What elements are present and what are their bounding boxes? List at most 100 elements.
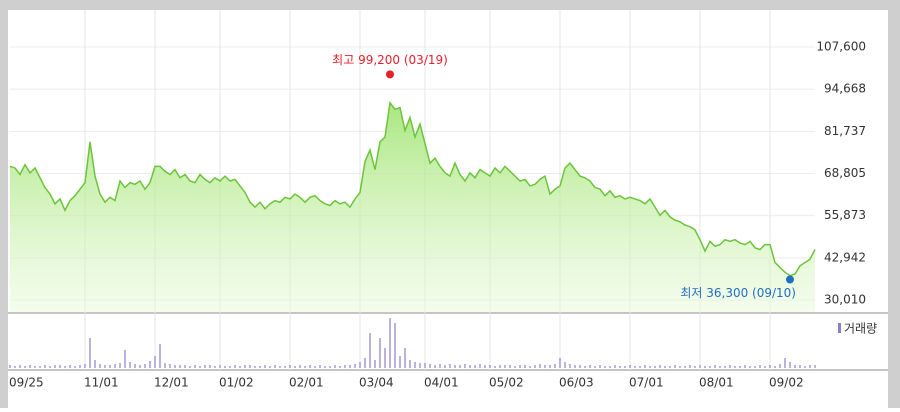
volume-bar xyxy=(334,365,336,368)
volume-bar xyxy=(339,366,341,368)
volume-bar xyxy=(154,356,156,368)
volume-bar xyxy=(624,366,626,368)
volume-bar xyxy=(544,365,546,368)
volume-bar xyxy=(84,364,86,368)
volume-bar xyxy=(499,365,501,368)
volume-bar xyxy=(759,365,761,368)
volume-bar xyxy=(664,366,666,368)
volume-bar xyxy=(79,365,81,368)
volume-bar xyxy=(234,365,236,368)
volume-bar xyxy=(414,362,416,368)
volume-bar xyxy=(224,366,226,368)
y-tick-label: 81,737 xyxy=(824,124,866,138)
volume-bar xyxy=(434,365,436,368)
volume-bar xyxy=(104,365,106,368)
annotation-dot xyxy=(786,275,794,284)
volume-bar xyxy=(479,364,481,368)
volume-bar xyxy=(694,366,696,368)
volume-bar xyxy=(89,338,91,368)
volume-bar xyxy=(264,365,266,368)
volume-bar xyxy=(579,365,581,368)
volume-bar xyxy=(199,366,201,368)
volume-bar xyxy=(529,366,531,368)
volume-bar xyxy=(69,365,71,368)
y-tick-label: 107,600 xyxy=(816,40,866,54)
volume-bar xyxy=(169,364,171,368)
volume-bar xyxy=(749,366,751,368)
volume-bar xyxy=(714,365,716,368)
volume-bar xyxy=(239,366,241,368)
volume-bar xyxy=(614,365,616,368)
volume-bar xyxy=(129,362,131,368)
volume-bar xyxy=(574,365,576,368)
volume-bar xyxy=(159,344,161,368)
volume-bar xyxy=(294,366,296,368)
annotation-dot xyxy=(386,70,394,79)
x-tick-label: 09/25 xyxy=(9,376,44,390)
legend-label: 거래량 xyxy=(844,322,877,336)
y-tick-label: 30,010 xyxy=(824,293,866,307)
volume-bar xyxy=(609,366,611,368)
volume-bar xyxy=(554,364,556,368)
x-tick-label: 05/02 xyxy=(489,376,524,390)
volume-bar xyxy=(74,366,76,368)
volume-bar xyxy=(684,366,686,368)
volume-bar xyxy=(409,360,411,368)
volume-bar xyxy=(539,364,541,368)
volume-bar xyxy=(789,362,791,368)
x-tick-label: 06/03 xyxy=(559,376,594,390)
volume-bar xyxy=(729,365,731,368)
volume-bar xyxy=(514,366,516,368)
volume-bar xyxy=(449,364,451,368)
volume-bar xyxy=(219,365,221,368)
volume-bar xyxy=(244,365,246,368)
volume-bar xyxy=(164,363,166,368)
volume-bar xyxy=(799,365,801,368)
x-tick-label: 07/01 xyxy=(629,376,664,390)
volume-bar xyxy=(564,362,566,368)
legend-swatch xyxy=(838,323,841,333)
volume-bar xyxy=(19,365,21,368)
volume-bar xyxy=(94,360,96,368)
volume-bar xyxy=(654,366,656,368)
volume-bar xyxy=(144,364,146,368)
volume-bar xyxy=(394,323,396,368)
x-tick-label: 11/01 xyxy=(84,376,119,390)
volume-bar xyxy=(734,366,736,368)
volume-bar xyxy=(504,365,506,368)
x-tick-label: 04/01 xyxy=(424,376,459,390)
volume-bar xyxy=(599,365,601,368)
volume-bar xyxy=(474,365,476,368)
volume-bar xyxy=(774,366,776,368)
volume-bar xyxy=(589,365,591,368)
x-tick-label: 02/01 xyxy=(289,376,324,390)
volume-bar xyxy=(49,366,51,368)
volume-bar xyxy=(39,366,41,368)
volume-bar xyxy=(259,366,261,368)
volume-bar xyxy=(189,366,191,368)
volume-bar xyxy=(269,366,271,368)
volume-bar xyxy=(34,366,36,368)
volume-bar xyxy=(369,333,371,368)
volume-bar xyxy=(354,364,356,368)
volume-bar xyxy=(379,338,381,368)
volume-bar xyxy=(114,364,116,368)
volume-bar xyxy=(769,365,771,368)
volume-bar xyxy=(344,365,346,368)
volume-bar xyxy=(174,365,176,368)
volume-bar xyxy=(399,356,401,368)
volume-bar xyxy=(454,365,456,368)
volume-bar xyxy=(594,366,596,368)
volume-bar xyxy=(814,365,816,368)
volume-bar xyxy=(309,365,311,368)
x-tick-label: 09/02 xyxy=(769,376,804,390)
annotation-label: 최고 99,200 (03/19) xyxy=(332,53,448,67)
volume-bar xyxy=(179,365,181,368)
x-tick-label: 03/04 xyxy=(359,376,394,390)
x-tick-label: 12/01 xyxy=(154,376,189,390)
volume-bar xyxy=(689,365,691,368)
volume-bar xyxy=(674,365,676,368)
volume-bar xyxy=(719,366,721,368)
volume-bar xyxy=(494,366,496,368)
